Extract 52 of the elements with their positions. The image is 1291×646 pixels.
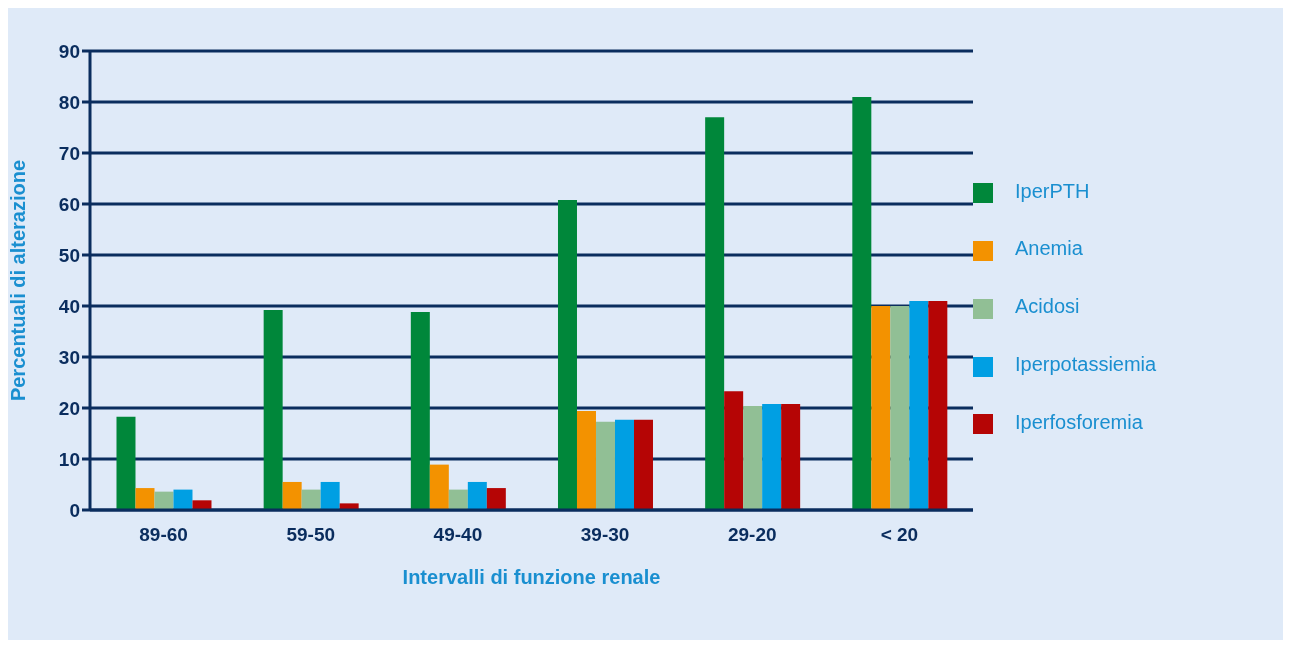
bar	[871, 306, 891, 510]
y-tick-label: 10	[58, 448, 80, 470]
bar	[852, 96, 872, 510]
bar	[467, 481, 487, 510]
y-tick-label: 90	[58, 40, 80, 62]
bar	[743, 405, 763, 510]
y-tick-label: 50	[58, 244, 80, 266]
bar	[614, 419, 634, 510]
y-tick-label: 20	[58, 397, 80, 419]
bar	[486, 488, 506, 510]
bar	[116, 416, 136, 510]
y-axis-title: Percentuali di alterazione	[7, 159, 30, 402]
bar	[762, 403, 782, 510]
bar	[576, 411, 596, 510]
bar	[909, 300, 929, 510]
bar	[705, 117, 725, 510]
y-tick-label: 0	[69, 499, 80, 521]
bar	[192, 500, 212, 510]
y-tick-label: 40	[58, 295, 80, 317]
bar	[557, 199, 577, 510]
bar	[928, 300, 948, 510]
y-tick-label: 30	[58, 346, 80, 368]
bar	[448, 489, 468, 510]
bar	[781, 403, 801, 510]
bar	[154, 491, 174, 510]
x-tick-label: < 20	[880, 524, 919, 546]
y-tick-label: 70	[58, 142, 80, 164]
x-tick-label: 49-40	[433, 524, 483, 546]
y-tick-label: 60	[58, 193, 80, 215]
x-tick-label: 89-60	[139, 524, 188, 546]
bar	[890, 306, 910, 510]
legend-label: Acidosi	[1015, 295, 1080, 318]
bar	[282, 481, 302, 510]
bar	[135, 488, 155, 510]
legend-label: Iperfosforemia	[1015, 410, 1143, 433]
y-tick-label: 80	[58, 91, 80, 113]
bar	[429, 464, 449, 510]
x-tick-label: 29-20	[727, 524, 777, 546]
x-tick-label: 39-30	[580, 524, 630, 546]
x-axis-title: Intervalli di funzione renale	[402, 566, 661, 588]
bar	[595, 421, 615, 510]
bar	[173, 489, 193, 510]
bar	[301, 489, 321, 510]
x-tick-label: 59-50	[286, 524, 336, 546]
bar	[320, 481, 340, 510]
bar	[633, 419, 653, 510]
bar	[339, 503, 359, 510]
legend-label: Anemia	[1015, 237, 1083, 260]
legend-label: Iperpotassiemia	[1015, 352, 1157, 375]
bar	[410, 312, 430, 510]
bar	[263, 310, 283, 510]
legend-label: IperPTH	[1015, 179, 1090, 202]
